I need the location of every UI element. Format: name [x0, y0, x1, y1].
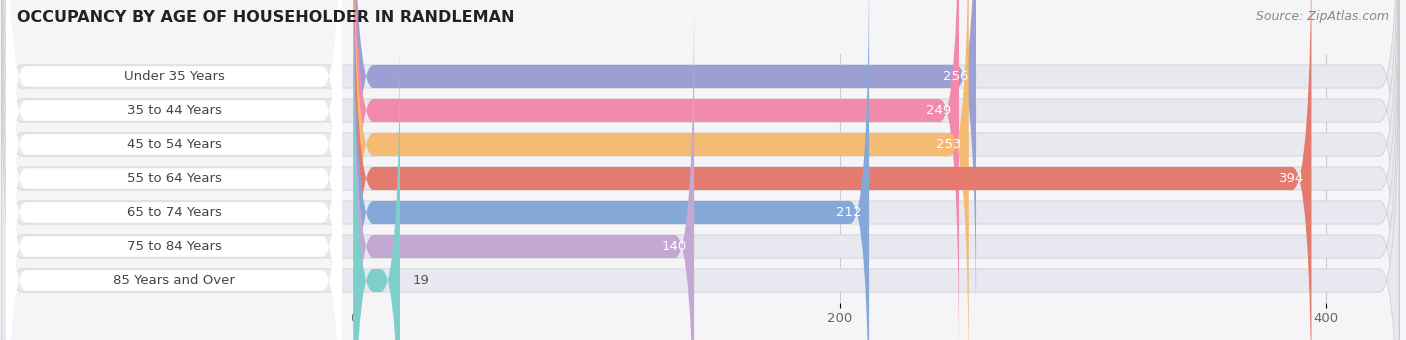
FancyBboxPatch shape	[6, 0, 342, 340]
Text: 45 to 54 Years: 45 to 54 Years	[127, 138, 221, 151]
FancyBboxPatch shape	[354, 0, 869, 340]
Text: 394: 394	[1279, 172, 1305, 185]
Text: 85 Years and Over: 85 Years and Over	[112, 274, 235, 287]
FancyBboxPatch shape	[354, 0, 959, 340]
FancyBboxPatch shape	[6, 0, 342, 340]
FancyBboxPatch shape	[6, 0, 342, 338]
FancyBboxPatch shape	[6, 0, 342, 340]
Text: 65 to 74 Years: 65 to 74 Years	[127, 206, 221, 219]
Text: 75 to 84 Years: 75 to 84 Years	[127, 240, 221, 253]
FancyBboxPatch shape	[6, 0, 342, 340]
Text: 256: 256	[943, 70, 969, 83]
Text: Source: ZipAtlas.com: Source: ZipAtlas.com	[1256, 10, 1389, 23]
FancyBboxPatch shape	[1, 20, 1399, 340]
FancyBboxPatch shape	[6, 19, 342, 340]
FancyBboxPatch shape	[6, 0, 342, 340]
Text: OCCUPANCY BY AGE OF HOUSEHOLDER IN RANDLEMAN: OCCUPANCY BY AGE OF HOUSEHOLDER IN RANDL…	[17, 10, 515, 25]
FancyBboxPatch shape	[354, 0, 976, 337]
Text: 253: 253	[936, 138, 962, 151]
Text: 35 to 44 Years: 35 to 44 Years	[127, 104, 221, 117]
Text: Under 35 Years: Under 35 Years	[124, 70, 225, 83]
Text: 140: 140	[662, 240, 686, 253]
Text: 19: 19	[412, 274, 429, 287]
FancyBboxPatch shape	[354, 0, 695, 340]
FancyBboxPatch shape	[354, 20, 401, 340]
Text: 212: 212	[837, 206, 862, 219]
Text: 55 to 64 Years: 55 to 64 Years	[127, 172, 221, 185]
Text: 249: 249	[927, 104, 952, 117]
FancyBboxPatch shape	[354, 0, 1312, 340]
FancyBboxPatch shape	[354, 0, 969, 340]
